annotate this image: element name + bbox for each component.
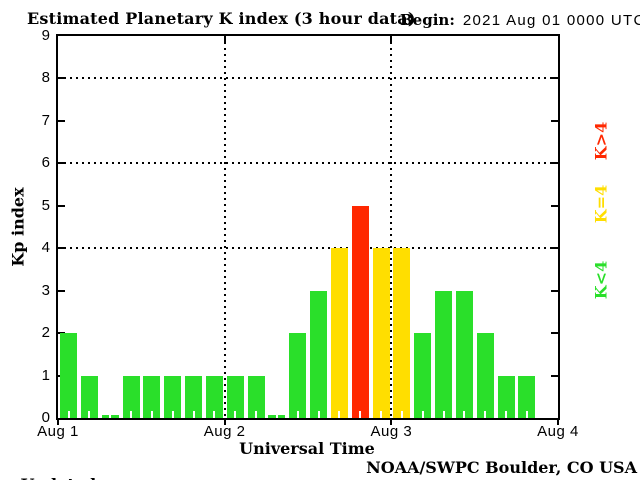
kp-bar <box>518 375 536 419</box>
kp-bar <box>164 375 182 419</box>
y-tick-label: 5 <box>41 196 50 214</box>
y-tick-right <box>551 204 558 207</box>
gridline-y6 <box>58 162 558 165</box>
kp-bar <box>455 290 473 419</box>
x-tick-label: Aug 1 <box>37 423 79 440</box>
y-tick-left <box>58 119 65 122</box>
kp-bar <box>372 248 390 418</box>
y-tick-right <box>551 289 558 292</box>
credit-text: NOAA/SWPC Boulder, CO USA <box>366 458 637 477</box>
kp-bar <box>205 375 223 419</box>
x-axis-title: Universal Time <box>239 439 375 458</box>
begin-info: Begin: 2021 Aug 01 0000 UTC <box>400 11 640 29</box>
y-tick-label: 4 <box>41 239 50 257</box>
y-tick-right <box>551 332 558 335</box>
y-tick-label: 9 <box>41 27 50 44</box>
kp-bar <box>497 375 515 419</box>
y-tick-label: 2 <box>41 324 50 342</box>
kp-bar <box>330 248 348 418</box>
kp-bar <box>435 290 452 419</box>
plot-area <box>56 34 560 420</box>
legend-item: K=4 <box>591 184 611 224</box>
y-tick-right <box>551 77 558 80</box>
begin-value: 2021 Aug 01 0000 UTC <box>462 12 640 29</box>
y-tick-right <box>551 162 558 165</box>
top-day-tick <box>390 36 393 43</box>
kp-bar <box>185 375 202 419</box>
updated-timestamp: Updated 2021 Aug 3 21:30:03 UTC <box>4 458 278 480</box>
y-tick-label: 3 <box>41 281 50 299</box>
bottom-day-tick <box>57 420 59 425</box>
gridline-day2 <box>390 36 393 418</box>
gridline-day1 <box>223 36 226 418</box>
kp-bar <box>143 375 161 419</box>
x-tick-label: Aug 2 <box>203 423 246 440</box>
y-tick-right <box>551 374 558 377</box>
kp-bar <box>393 248 411 418</box>
x-tick-label: Aug 4 <box>537 423 579 440</box>
kp-bar <box>80 375 98 419</box>
gridline-y8 <box>58 77 558 80</box>
x-tick-label: Aug 3 <box>370 423 413 440</box>
y-tick-right <box>551 119 558 122</box>
kp-bar <box>310 290 327 419</box>
kp-bar <box>60 333 77 418</box>
kp-bar <box>414 333 432 418</box>
y-tick-left <box>58 204 65 207</box>
y-tick-label: 8 <box>41 69 50 87</box>
y-tick-label: 1 <box>41 366 50 384</box>
updated-label: Updated <box>21 475 96 480</box>
y-tick-label: 0 <box>41 409 50 426</box>
bottom-day-tick <box>557 420 559 425</box>
legend-item: K<4 <box>591 260 611 300</box>
kp-bar <box>101 411 119 418</box>
y-tick-left <box>58 289 65 292</box>
bottom-day-tick <box>223 420 226 425</box>
legend-item: K>4 <box>591 121 611 161</box>
begin-label: Begin: <box>400 11 455 29</box>
y-tick-label: 7 <box>41 111 50 129</box>
gridline-y4 <box>58 247 558 250</box>
kp-bar <box>268 411 286 418</box>
y-tick-left <box>58 77 65 80</box>
kp-bar <box>122 375 140 419</box>
y-tick-right <box>551 247 558 250</box>
y-tick-left <box>58 247 65 250</box>
bottom-day-tick <box>390 420 393 425</box>
y-tick-label: 6 <box>41 154 50 172</box>
y-tick-left <box>58 332 65 335</box>
kp-bar <box>476 333 494 418</box>
chart-title: Estimated Planetary K index (3 hour data… <box>27 9 416 28</box>
updated-value: 2021 Aug 3 21:30:03 UTC <box>96 477 278 480</box>
top-day-tick <box>223 36 226 43</box>
kp-bar <box>289 333 307 418</box>
kp-bar <box>351 205 369 419</box>
kp-bar <box>226 375 244 419</box>
kp-bar <box>247 375 265 419</box>
y-tick-left <box>58 162 65 165</box>
